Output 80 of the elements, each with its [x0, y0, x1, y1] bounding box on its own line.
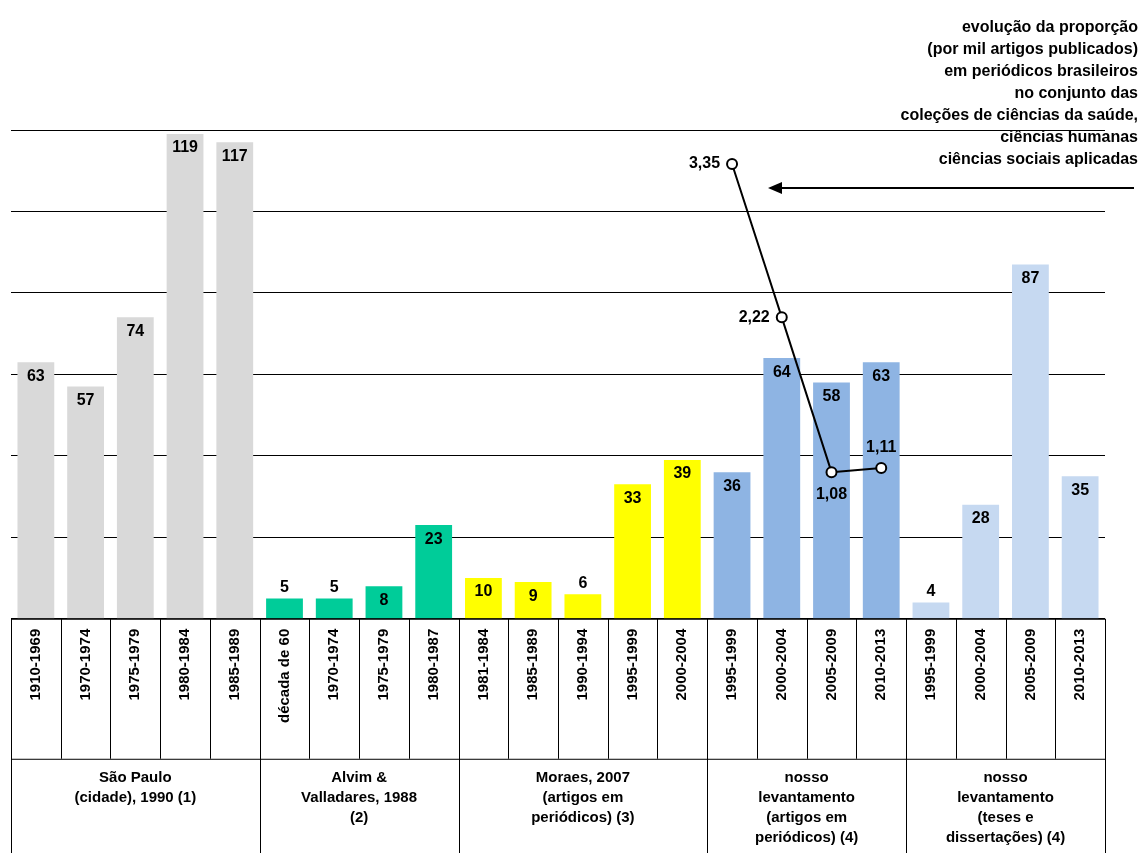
data-label: 5	[280, 577, 290, 595]
x-tick-label: 1910-1969	[26, 628, 43, 701]
data-label: 3,35	[688, 154, 721, 172]
point	[726, 157, 739, 170]
x-tick-label: 1975-1979	[125, 628, 143, 701]
x-tick-label: 1980-1984	[175, 628, 193, 701]
x-tick-label: 1981-1984	[473, 628, 491, 701]
data-label: 63	[26, 366, 45, 384]
x-tick-label: 1970-1974	[324, 628, 342, 701]
data-label: 4	[926, 581, 936, 599]
x-tick-label: 1975-1979	[374, 628, 392, 701]
x-tick-label: 2005-2009	[821, 628, 839, 701]
data-label: 74	[126, 321, 145, 339]
data-label: 9	[528, 586, 538, 604]
bar	[912, 602, 950, 619]
bar	[166, 134, 204, 619]
data-label: 2,22	[738, 307, 770, 325]
data-label: 1,08	[815, 484, 848, 502]
data-label: 87	[1021, 268, 1040, 286]
x-tick-label: 1995-1999	[622, 628, 640, 701]
bar	[763, 358, 801, 619]
x-tick-label: década de 60	[274, 628, 292, 723]
data-label: 23	[424, 529, 443, 547]
data-label: 58	[822, 386, 841, 404]
bar	[663, 459, 701, 619]
data-label: 39	[673, 464, 692, 482]
data-label: 6	[578, 573, 588, 591]
bar	[216, 142, 254, 619]
bar	[315, 598, 353, 619]
data-label: 28	[971, 509, 990, 527]
data-label: 36	[723, 476, 742, 494]
bar	[465, 578, 502, 619]
x-tick-label: 1980-1987	[423, 628, 441, 701]
x-tick-label: 1970-1974	[75, 628, 93, 701]
x-tick-label: 2005-2009	[1020, 628, 1038, 701]
text: Alvim & Valladares, 1988 (2)	[301, 768, 418, 826]
data-label: 119	[172, 138, 199, 156]
bar	[564, 594, 602, 619]
x-tick-label: 1995-1999	[722, 628, 740, 701]
bar	[67, 386, 104, 619]
x-tick-label: 1985-1989	[523, 628, 541, 701]
text: São Paulo (cidade), 1990 (1)	[74, 768, 197, 806]
x-tick-label: 1985-1989	[224, 628, 242, 701]
bar	[862, 362, 900, 619]
bar	[415, 525, 453, 619]
bar	[17, 362, 55, 619]
x-tick-label: 2000-2004	[672, 628, 690, 701]
text: nosso levantamento (artigos em periódicos) (4)	[754, 768, 859, 846]
x-tick-label: 2010-2013	[871, 628, 889, 701]
x-tick-label: 2000-2004	[771, 628, 789, 701]
x-tick-label: 1990-1994	[573, 628, 590, 701]
text: nosso levantamento (teses e dissertações) (4)	[945, 768, 1066, 846]
point	[875, 462, 888, 475]
bar	[266, 598, 303, 619]
bar	[713, 472, 751, 619]
bar	[514, 582, 552, 619]
bar	[1012, 264, 1049, 619]
x-tick-label: 1995-1999	[921, 628, 939, 701]
data-label: 117	[221, 146, 248, 164]
data-label: 1,11	[866, 438, 897, 456]
x-tick-label: 2000-2004	[970, 628, 988, 701]
bar	[365, 586, 403, 619]
data-label: 33	[623, 488, 642, 506]
data-label: 57	[76, 391, 95, 409]
data-label: 8	[379, 590, 389, 608]
point	[825, 466, 838, 479]
point	[775, 311, 788, 324]
bar	[614, 484, 651, 619]
bar	[962, 504, 1000, 619]
bar	[1061, 476, 1099, 619]
data-label: 35	[1071, 480, 1090, 498]
bar	[813, 382, 850, 619]
data-label: 5	[329, 577, 339, 595]
x-tick-label: 2010-2013	[1070, 628, 1088, 701]
data-label: 10	[474, 582, 493, 600]
text: evolução da proporção (por mil artigos publicados) em periódicos brasileiros no conjunto das coleções de ciências da saúde, ciências humanas ciências sociais aplicadas	[900, 18, 1139, 168]
bar	[116, 317, 154, 619]
text: Moraes, 2007 (artigos em periódicos) (3)	[531, 768, 635, 826]
data-label: 64	[772, 362, 791, 380]
data-label: 63	[872, 366, 891, 384]
